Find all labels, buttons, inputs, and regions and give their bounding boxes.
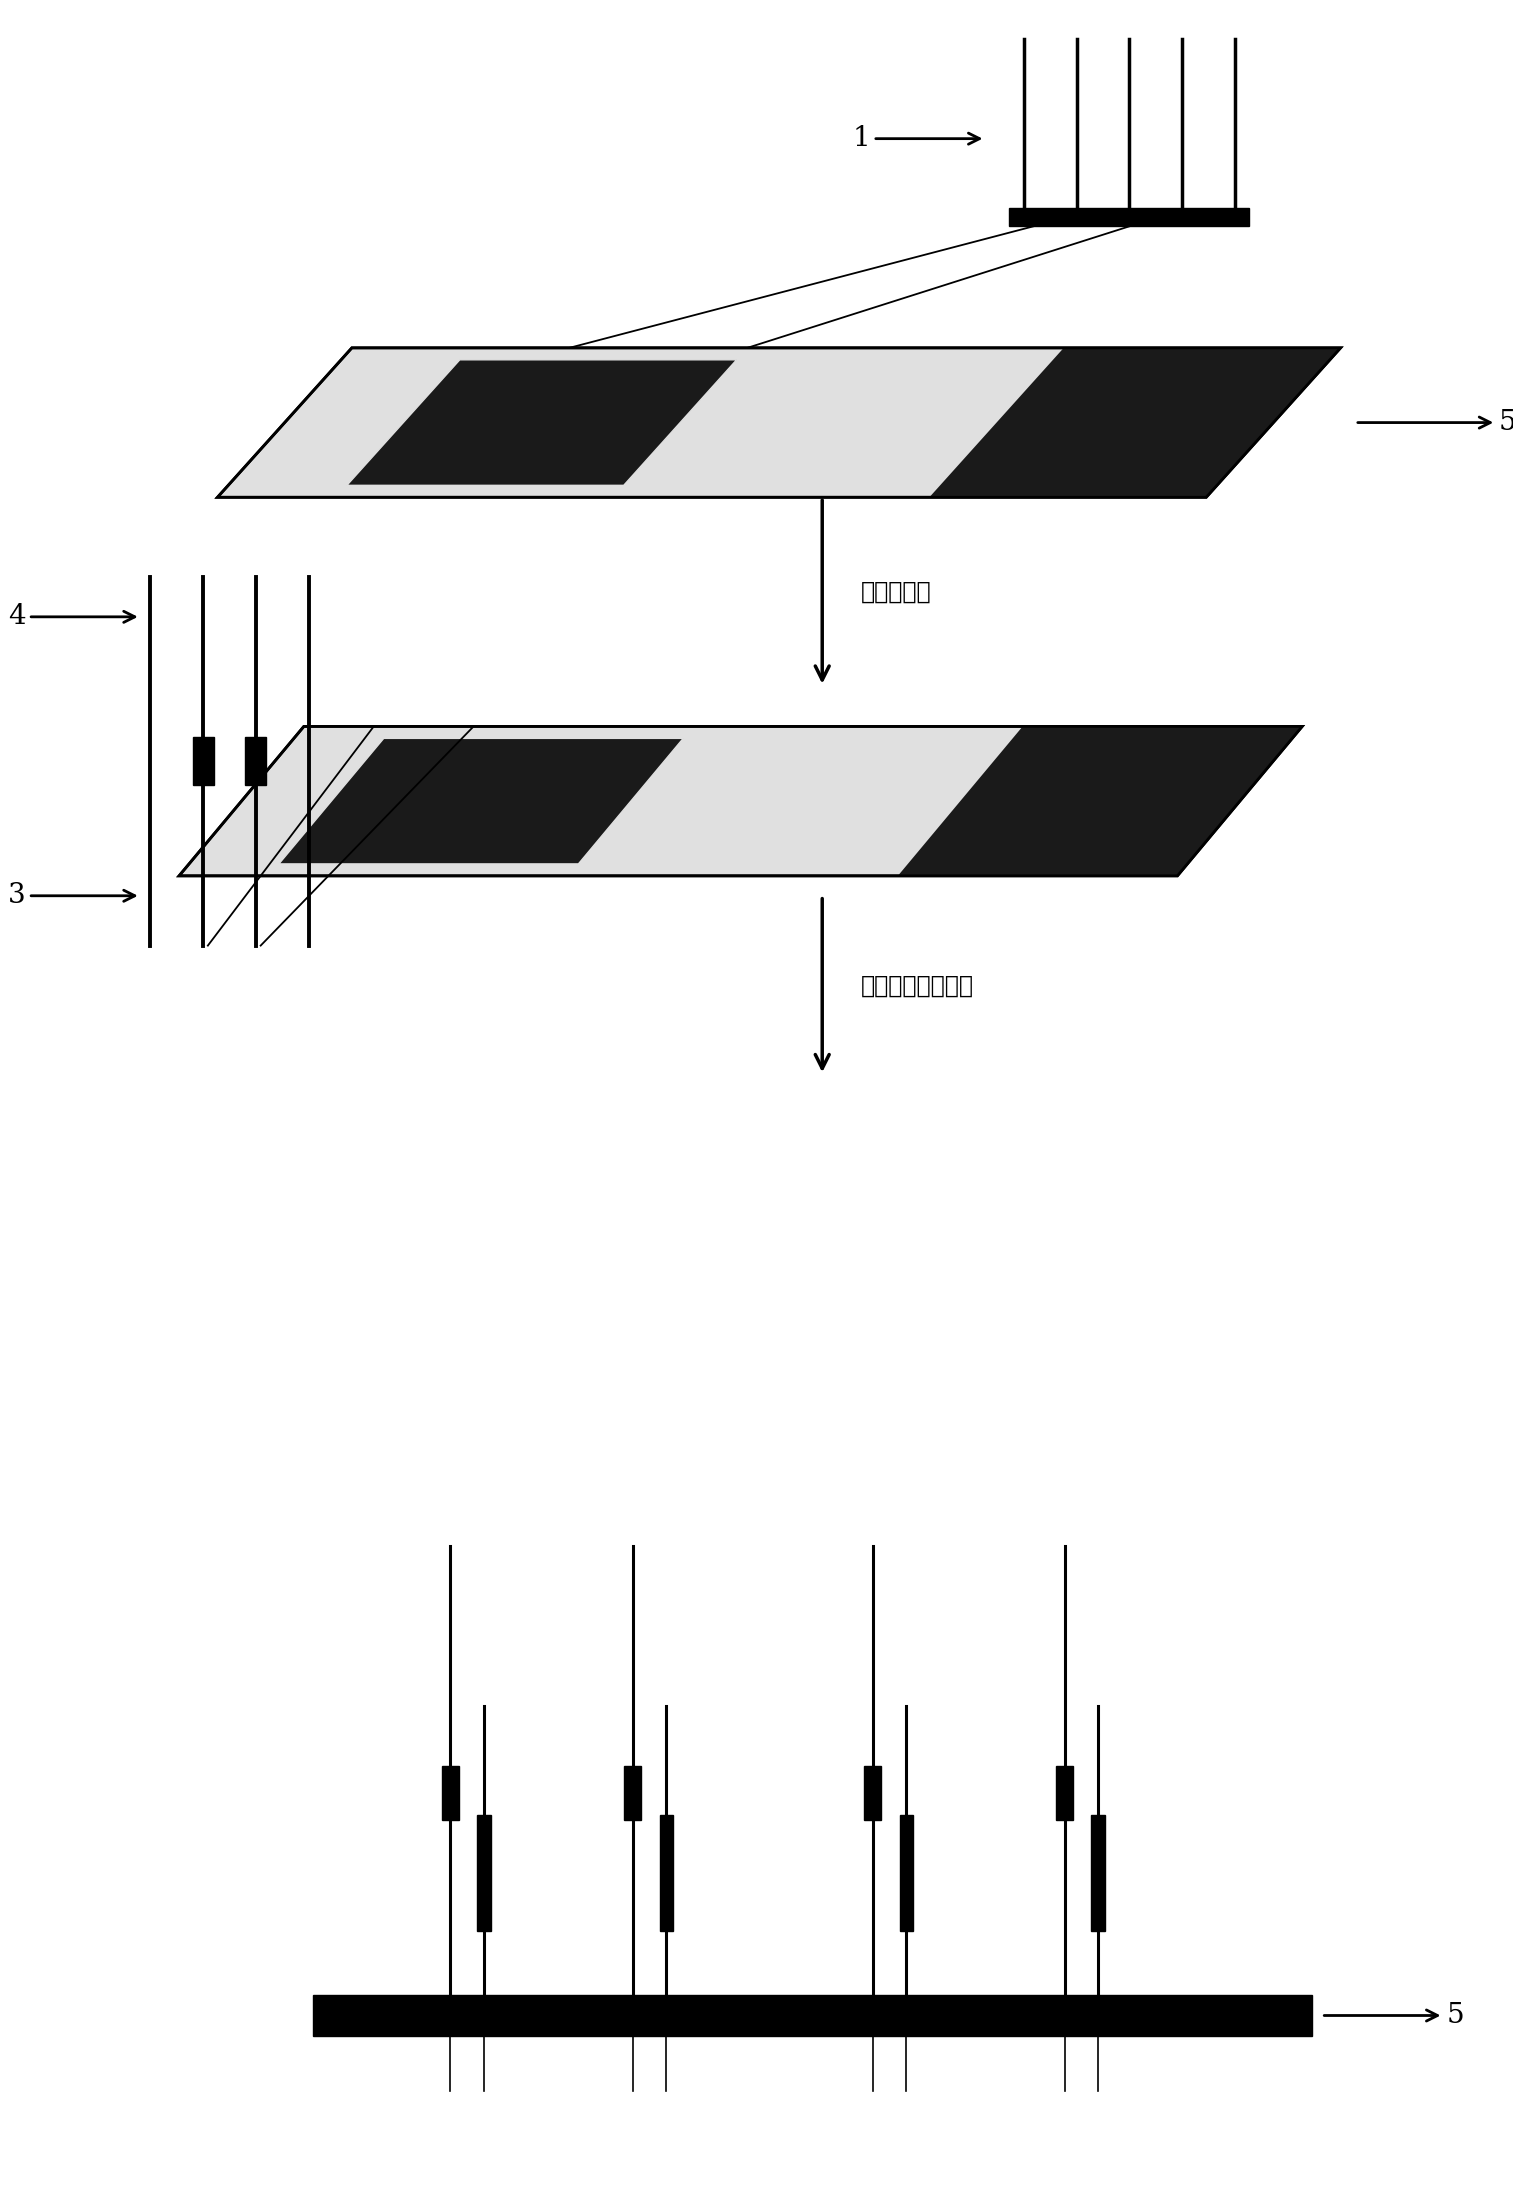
Bar (477, 1815, 490, 1932)
Text: 5: 5 (1357, 408, 1513, 437)
Polygon shape (897, 727, 1303, 876)
Text: 清洗未结合的探针: 清洗未结合的探针 (861, 972, 974, 997)
Bar (1009, 209, 1250, 226)
Text: 点样、复性: 点样、复性 (861, 579, 930, 604)
Bar (1056, 1767, 1073, 1820)
Text: 5: 5 (1324, 2002, 1463, 2028)
Bar (900, 1815, 912, 1932)
Polygon shape (278, 738, 684, 865)
Polygon shape (346, 360, 737, 485)
Polygon shape (929, 347, 1341, 498)
Polygon shape (179, 727, 1303, 876)
Text: 4: 4 (8, 604, 135, 630)
Bar (1091, 1815, 1104, 1932)
Text: 3: 3 (8, 882, 135, 909)
Polygon shape (218, 347, 1341, 498)
Bar (660, 1815, 673, 1932)
Bar (864, 1767, 881, 1820)
Text: 1: 1 (852, 125, 979, 151)
Bar (192, 738, 213, 786)
Bar (442, 1767, 458, 1820)
Bar (245, 738, 266, 786)
Bar (623, 1767, 642, 1820)
Bar (313, 1995, 1312, 2037)
